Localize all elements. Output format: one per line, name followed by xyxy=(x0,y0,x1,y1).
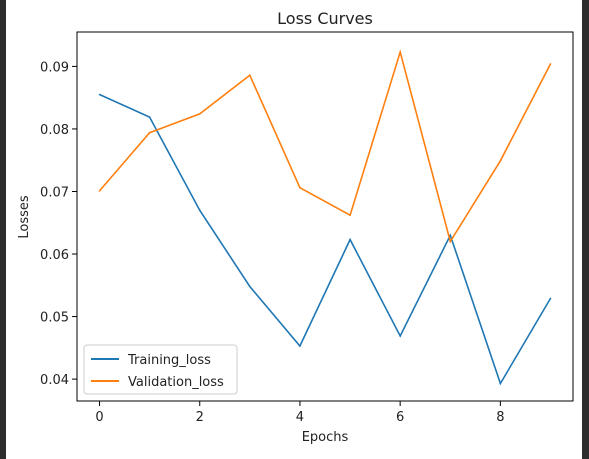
data-point-validation-loss xyxy=(198,113,201,115)
y-tick-label: 0.08 xyxy=(40,123,69,138)
y-tick-label: 0.06 xyxy=(40,248,69,263)
x-tick-label: 0 xyxy=(95,410,103,425)
data-point-validation-loss xyxy=(499,160,502,162)
data-point-training-loss xyxy=(449,234,452,237)
data-point-validation-loss xyxy=(148,131,151,134)
x-axis-ticks: 0 2 4 6 8 xyxy=(95,401,504,425)
y-tick-label: 0.05 xyxy=(40,311,69,326)
chart-title: Loss Curves xyxy=(277,9,373,28)
y-tick-label: 0.07 xyxy=(40,185,69,200)
x-tick-label: 2 xyxy=(196,410,204,425)
x-tick-label: 8 xyxy=(496,410,504,425)
y-axis-label: Losses xyxy=(17,195,32,239)
y-tick-label: 0.09 xyxy=(40,60,69,75)
data-point-validation-loss xyxy=(349,214,351,216)
data-point-validation-loss xyxy=(549,63,552,65)
y-axis-ticks: 0.04 0.05 0.06 0.07 0.08 0.09 xyxy=(40,60,77,388)
left-window-edge xyxy=(0,0,6,459)
data-point-validation-loss xyxy=(299,186,301,189)
data-point-training-loss xyxy=(349,238,351,241)
right-window-edge xyxy=(582,0,589,459)
data-point-training-loss xyxy=(499,382,502,385)
data-point-validation-loss xyxy=(98,190,101,192)
data-point-training-loss xyxy=(148,116,151,118)
data-point-training-loss xyxy=(399,335,402,337)
series-lines xyxy=(98,49,552,386)
legend-box xyxy=(83,344,238,395)
legend-label-validation-loss: Validation_loss xyxy=(128,375,224,390)
data-point-training-loss xyxy=(549,297,552,300)
plot-area xyxy=(76,31,574,402)
data-point-training-loss xyxy=(98,93,101,96)
x-tick-label: 4 xyxy=(296,410,304,425)
data-point-validation-loss xyxy=(249,74,251,76)
x-tick-label: 6 xyxy=(396,410,404,425)
data-point-validation-loss xyxy=(399,51,402,53)
series-line-validation-loss xyxy=(98,49,552,244)
series-line-training-loss xyxy=(99,93,552,386)
y-tick-label: 0.04 xyxy=(40,373,69,388)
data-point-training-loss xyxy=(198,209,201,211)
data-point-training-loss xyxy=(249,285,251,288)
x-axis-label: Epochs xyxy=(302,430,349,445)
data-point-training-loss xyxy=(299,345,301,347)
legend: Training_loss Validation_loss xyxy=(83,344,238,395)
data-point-validation-loss xyxy=(449,240,452,243)
legend-label-training-loss: Training_loss xyxy=(127,353,211,368)
